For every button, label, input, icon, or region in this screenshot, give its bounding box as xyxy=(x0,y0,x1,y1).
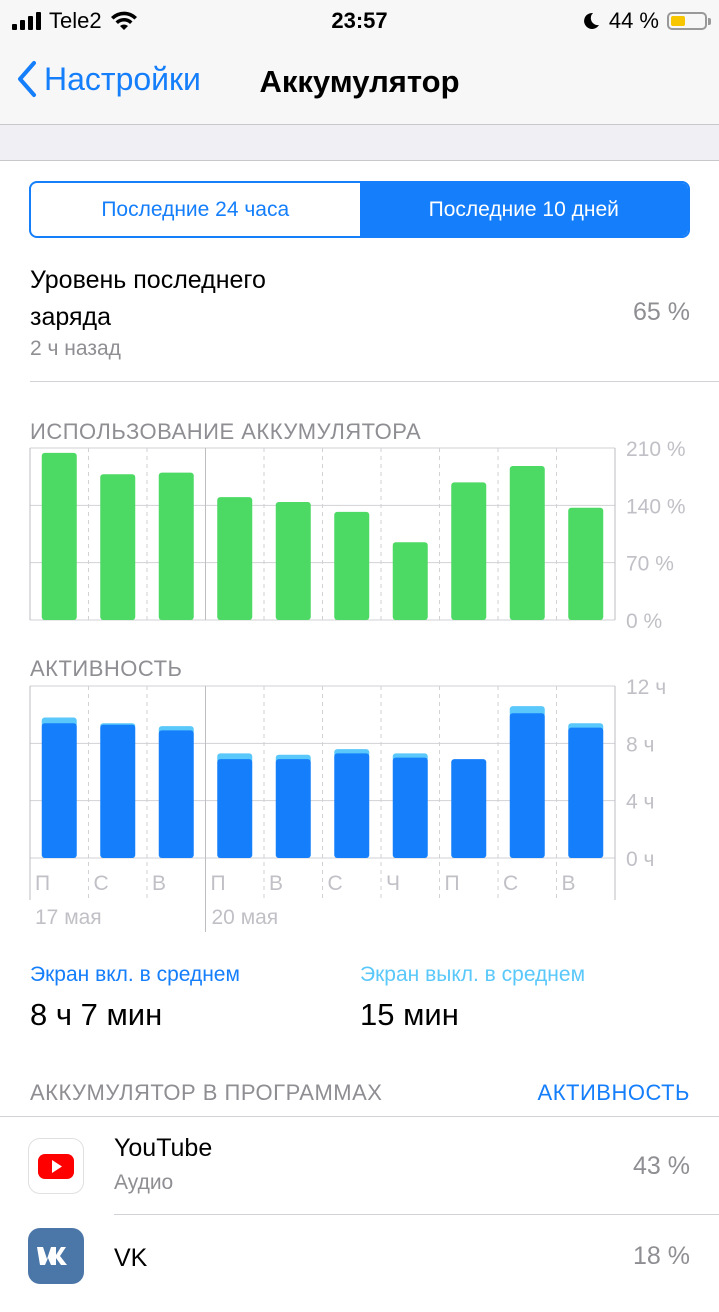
usage-bar xyxy=(334,511,370,620)
usage-bar xyxy=(217,497,253,620)
status-right: 44 % xyxy=(581,8,711,34)
day-label: Ч xyxy=(386,872,400,895)
activity-chart-title: АКТИВНОСТЬ xyxy=(30,656,183,681)
app-subtitle: Аудио xyxy=(114,1171,174,1194)
screen-on-bar xyxy=(451,759,487,858)
divider xyxy=(30,381,719,382)
segment-last-10-days[interactable]: Последние 10 дней xyxy=(359,183,688,236)
screen-off-bar xyxy=(41,717,77,728)
date-label: 17 мая xyxy=(35,906,102,929)
day-label: С xyxy=(94,872,109,895)
y-tick-label: 8 ч xyxy=(626,733,654,756)
show-activity-button[interactable]: АКТИВНОСТЬ xyxy=(537,1080,690,1105)
usage-bar xyxy=(100,474,136,620)
day-label: В xyxy=(269,872,283,895)
back-button[interactable]: Настройки xyxy=(16,60,201,98)
day-label: П xyxy=(35,872,50,895)
app-row-youtube[interactable]: YouTube Аудио 43 % xyxy=(0,1116,719,1214)
y-tick-label: 70 % xyxy=(626,553,674,576)
day-label: С xyxy=(503,872,518,895)
period-segmented-control: Последние 24 часа Последние 10 дней xyxy=(29,181,690,238)
y-tick-label: 12 ч xyxy=(626,676,666,699)
screen-off-average-label: Экран выкл. в среднем xyxy=(360,963,586,986)
last-charge-value: 65 % xyxy=(633,298,690,326)
app-row-vk[interactable]: VK 18 % xyxy=(0,1214,719,1312)
screen-on-bar xyxy=(217,759,253,858)
screen-off-bar xyxy=(392,753,428,762)
chevron-left-icon xyxy=(18,61,36,97)
y-tick-label: 0 ч xyxy=(626,848,654,871)
wifi-icon xyxy=(110,11,137,30)
moon-icon xyxy=(583,12,599,29)
day-label: В xyxy=(152,872,166,895)
usage-bar xyxy=(568,507,604,620)
battery-percent: 44 % xyxy=(608,8,659,33)
y-tick-label: 0 % xyxy=(626,610,662,633)
screen-on-bar xyxy=(334,753,370,858)
screen-on-bar xyxy=(100,724,136,858)
back-button-label: Настройки xyxy=(44,60,201,97)
carrier-name: Tele2 xyxy=(49,8,102,33)
usage-bar xyxy=(509,466,545,620)
cell-signal-icon xyxy=(12,12,41,30)
divider xyxy=(0,1116,719,1117)
vk-icon xyxy=(28,1228,84,1284)
screen-off-bar xyxy=(100,723,136,729)
last-charge-time: 2 ч назад xyxy=(30,337,121,360)
screen-off-bar xyxy=(568,723,604,732)
screen-on-bar xyxy=(509,713,545,858)
apps-section-title: АККУМУЛЯТОР В ПРОГРАММАХ xyxy=(30,1080,383,1105)
screen-on-bar xyxy=(41,723,77,858)
screen-on-bar xyxy=(158,730,194,858)
battery-icon xyxy=(667,12,711,30)
usage-bar xyxy=(392,542,428,620)
y-tick-label: 140 % xyxy=(626,495,686,518)
navigation-bar: Настройки Аккумулятор xyxy=(0,42,719,125)
screen-off-bar xyxy=(158,726,194,735)
section-gap xyxy=(0,125,719,161)
day-label: П xyxy=(445,872,460,895)
screen-on-average-value: 8 ч 7 мин xyxy=(30,997,163,1032)
screen-on-bar xyxy=(392,757,428,858)
y-tick-label: 4 ч xyxy=(626,791,654,814)
day-label: П xyxy=(211,872,226,895)
usage-chart-title: ИСПОЛЬЗОВАНИЕ АККУМУЛЯТОРА xyxy=(30,419,422,444)
page-title-text: Аккумулятор xyxy=(259,64,460,99)
screen-off-bar xyxy=(217,753,253,764)
screen-on-bar xyxy=(568,727,604,858)
usage-bar xyxy=(451,482,487,620)
screen-off-bar xyxy=(509,706,545,718)
usage-bar xyxy=(158,472,194,620)
date-label: 20 мая xyxy=(212,906,279,929)
status-left: Tele2 xyxy=(12,8,138,34)
screen-off-bar xyxy=(334,749,370,758)
divider xyxy=(114,1214,719,1215)
app-name: YouTube xyxy=(114,1134,213,1162)
screen-off-average-value: 15 мин xyxy=(360,997,459,1032)
usage-bar xyxy=(41,452,77,620)
segment-last-24-hours[interactable]: Последние 24 часа xyxy=(101,197,290,221)
app-name: VK xyxy=(114,1244,148,1272)
day-label: В xyxy=(562,872,576,895)
last-charge-title: Уровень последнего заряда xyxy=(30,266,266,331)
screen-on-bar xyxy=(275,759,311,858)
youtube-icon xyxy=(28,1138,84,1194)
app-percent: 43 % xyxy=(633,1152,690,1180)
day-label: С xyxy=(328,872,343,895)
screen-off-bar xyxy=(275,754,311,764)
screen-on-average-label: Экран вкл. в среднем xyxy=(30,963,240,986)
status-time: 23:57 xyxy=(331,8,388,33)
y-tick-label: 210 % xyxy=(626,438,686,461)
app-percent: 18 % xyxy=(633,1242,690,1270)
page-title: Аккумулятор xyxy=(0,64,719,100)
status-bar: Tele2 23:57 44 % xyxy=(0,0,719,42)
usage-bar xyxy=(275,502,311,620)
